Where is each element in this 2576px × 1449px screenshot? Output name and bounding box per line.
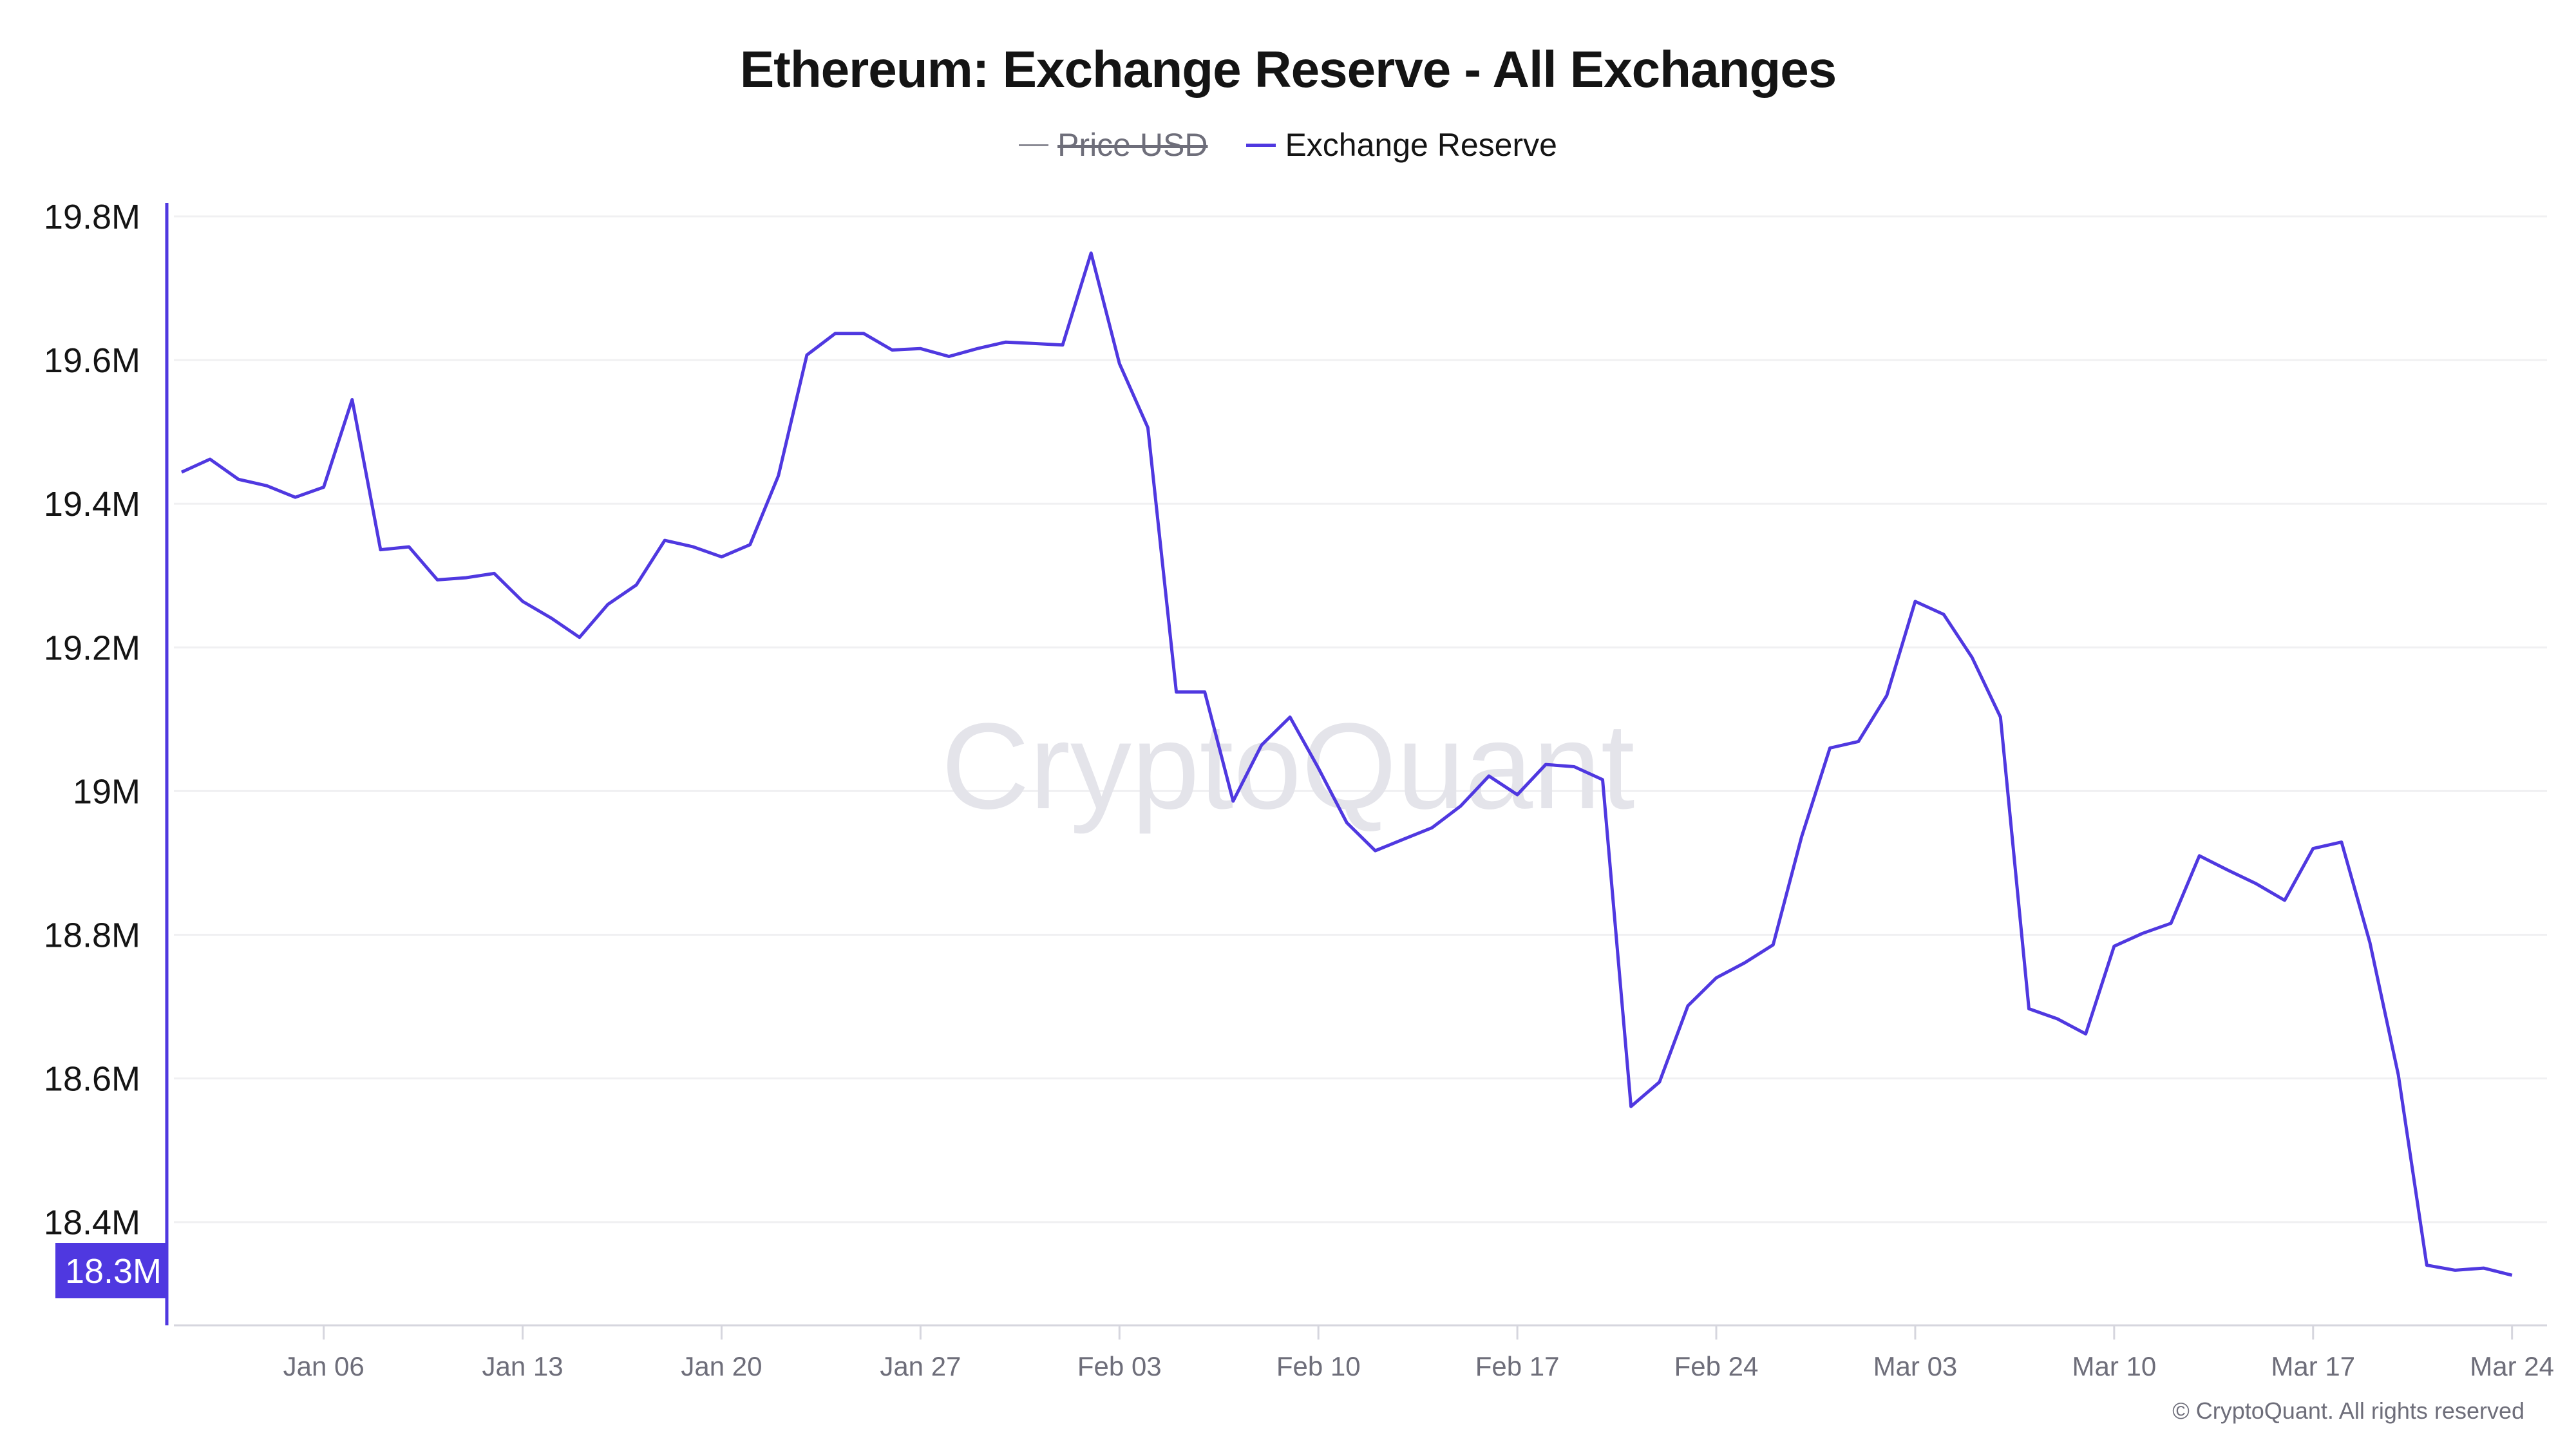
legend-swatch-exchange-reserve-icon: [1246, 143, 1276, 147]
legend-item-exchange-reserve[interactable]: Exchange Reserve: [1246, 126, 1557, 164]
exchange-reserve-line[interactable]: [180, 251, 2513, 1277]
legend-label-exchange-reserve: Exchange Reserve: [1285, 127, 1557, 163]
x-tick-label: Mar 24: [2470, 1351, 2554, 1381]
y-tick-label: 18.4M: [44, 1204, 140, 1242]
legend-item-price-usd[interactable]: Price USD: [1019, 126, 1208, 164]
y-tick-label: 19.6M: [44, 341, 140, 380]
current-value-badge-bg: [55, 1243, 167, 1298]
grid-lines: [174, 215, 2547, 1224]
x-tick-label: Jan 13: [482, 1351, 564, 1381]
y-tick-label: 18.6M: [44, 1060, 140, 1099]
x-tick-label: Mar 17: [2271, 1351, 2355, 1381]
x-tick-label: Jan 06: [283, 1351, 365, 1381]
x-tick-label: Feb 03: [1077, 1351, 1162, 1381]
y-tick-label: 19.2M: [44, 629, 140, 667]
y-axis-labels: 19.8M 19.6M 19.4M 19.2M 19M 18.8M 18.6M 18.4M: [44, 198, 140, 1242]
y-tick-label: 19.8M: [44, 198, 140, 236]
copyright-notice: © CryptoQuant. All rights reserved: [2172, 1397, 2524, 1424]
current-value-badge-text: 18.3M: [65, 1252, 162, 1291]
x-axis-ticks: Jan 06 Jan 13 Jan 20 Jan 27 Feb 03 Feb 10 Feb …: [283, 1325, 2554, 1381]
x-tick-label: Feb 17: [1475, 1351, 1560, 1381]
y-tick-label: 18.8M: [44, 916, 140, 955]
y-tick-label: 19.4M: [44, 485, 140, 524]
x-tick-label: Mar 10: [2072, 1351, 2156, 1381]
legend-swatch-price-usd-icon: [1019, 144, 1049, 146]
legend-label-price-usd: Price USD: [1057, 127, 1208, 163]
y-tick-label: 19M: [73, 772, 140, 811]
x-tick-label: Feb 10: [1276, 1351, 1361, 1381]
x-tick-label: Mar 03: [1873, 1351, 1958, 1381]
x-tick-label: Jan 20: [681, 1351, 762, 1381]
x-tick-label: Jan 27: [880, 1351, 961, 1381]
x-tick-label: Feb 24: [1674, 1351, 1759, 1381]
chart-title: Ethereum: Exchange Reserve - All Exchang…: [739, 41, 1837, 98]
chart-legend: Price USD Exchange Reserve: [0, 126, 2576, 164]
current-value-badge: 18.3M: [55, 1243, 167, 1298]
